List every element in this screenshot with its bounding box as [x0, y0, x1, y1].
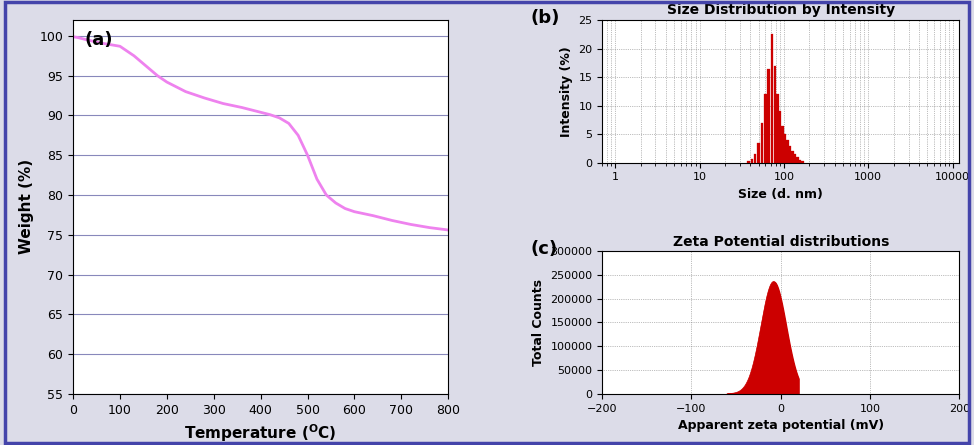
Bar	[764, 94, 767, 163]
Bar	[789, 146, 791, 163]
Y-axis label: Total Counts: Total Counts	[532, 279, 544, 366]
Bar	[799, 160, 802, 163]
Bar	[783, 134, 786, 163]
Bar	[786, 140, 789, 163]
Bar	[776, 94, 779, 163]
Y-axis label: Intensity (%): Intensity (%)	[560, 46, 573, 137]
Bar	[773, 66, 776, 163]
Bar	[791, 151, 794, 163]
Bar	[770, 34, 773, 163]
Title: Zeta Potential distributions: Zeta Potential distributions	[672, 235, 889, 249]
Bar	[779, 111, 781, 163]
X-axis label: Temperature ($^{\mathbf{O}}$C): Temperature ($^{\mathbf{O}}$C)	[184, 422, 337, 444]
Bar	[754, 154, 757, 163]
Text: (a): (a)	[85, 31, 113, 49]
X-axis label: Apparent zeta potential (mV): Apparent zeta potential (mV)	[678, 419, 883, 432]
Bar	[796, 157, 799, 163]
Bar	[768, 69, 770, 163]
Bar	[761, 123, 764, 163]
Bar	[781, 125, 784, 163]
Bar	[794, 154, 796, 163]
Text: (b): (b)	[531, 8, 560, 27]
Bar	[751, 159, 753, 163]
Bar	[758, 143, 760, 163]
X-axis label: Size (d. nm): Size (d. nm)	[738, 188, 823, 201]
Bar	[802, 161, 804, 163]
Text: (c): (c)	[531, 240, 558, 258]
Y-axis label: Weight (%): Weight (%)	[19, 159, 34, 255]
Title: Size Distribution by Intensity: Size Distribution by Intensity	[666, 4, 895, 17]
Bar	[747, 161, 750, 163]
